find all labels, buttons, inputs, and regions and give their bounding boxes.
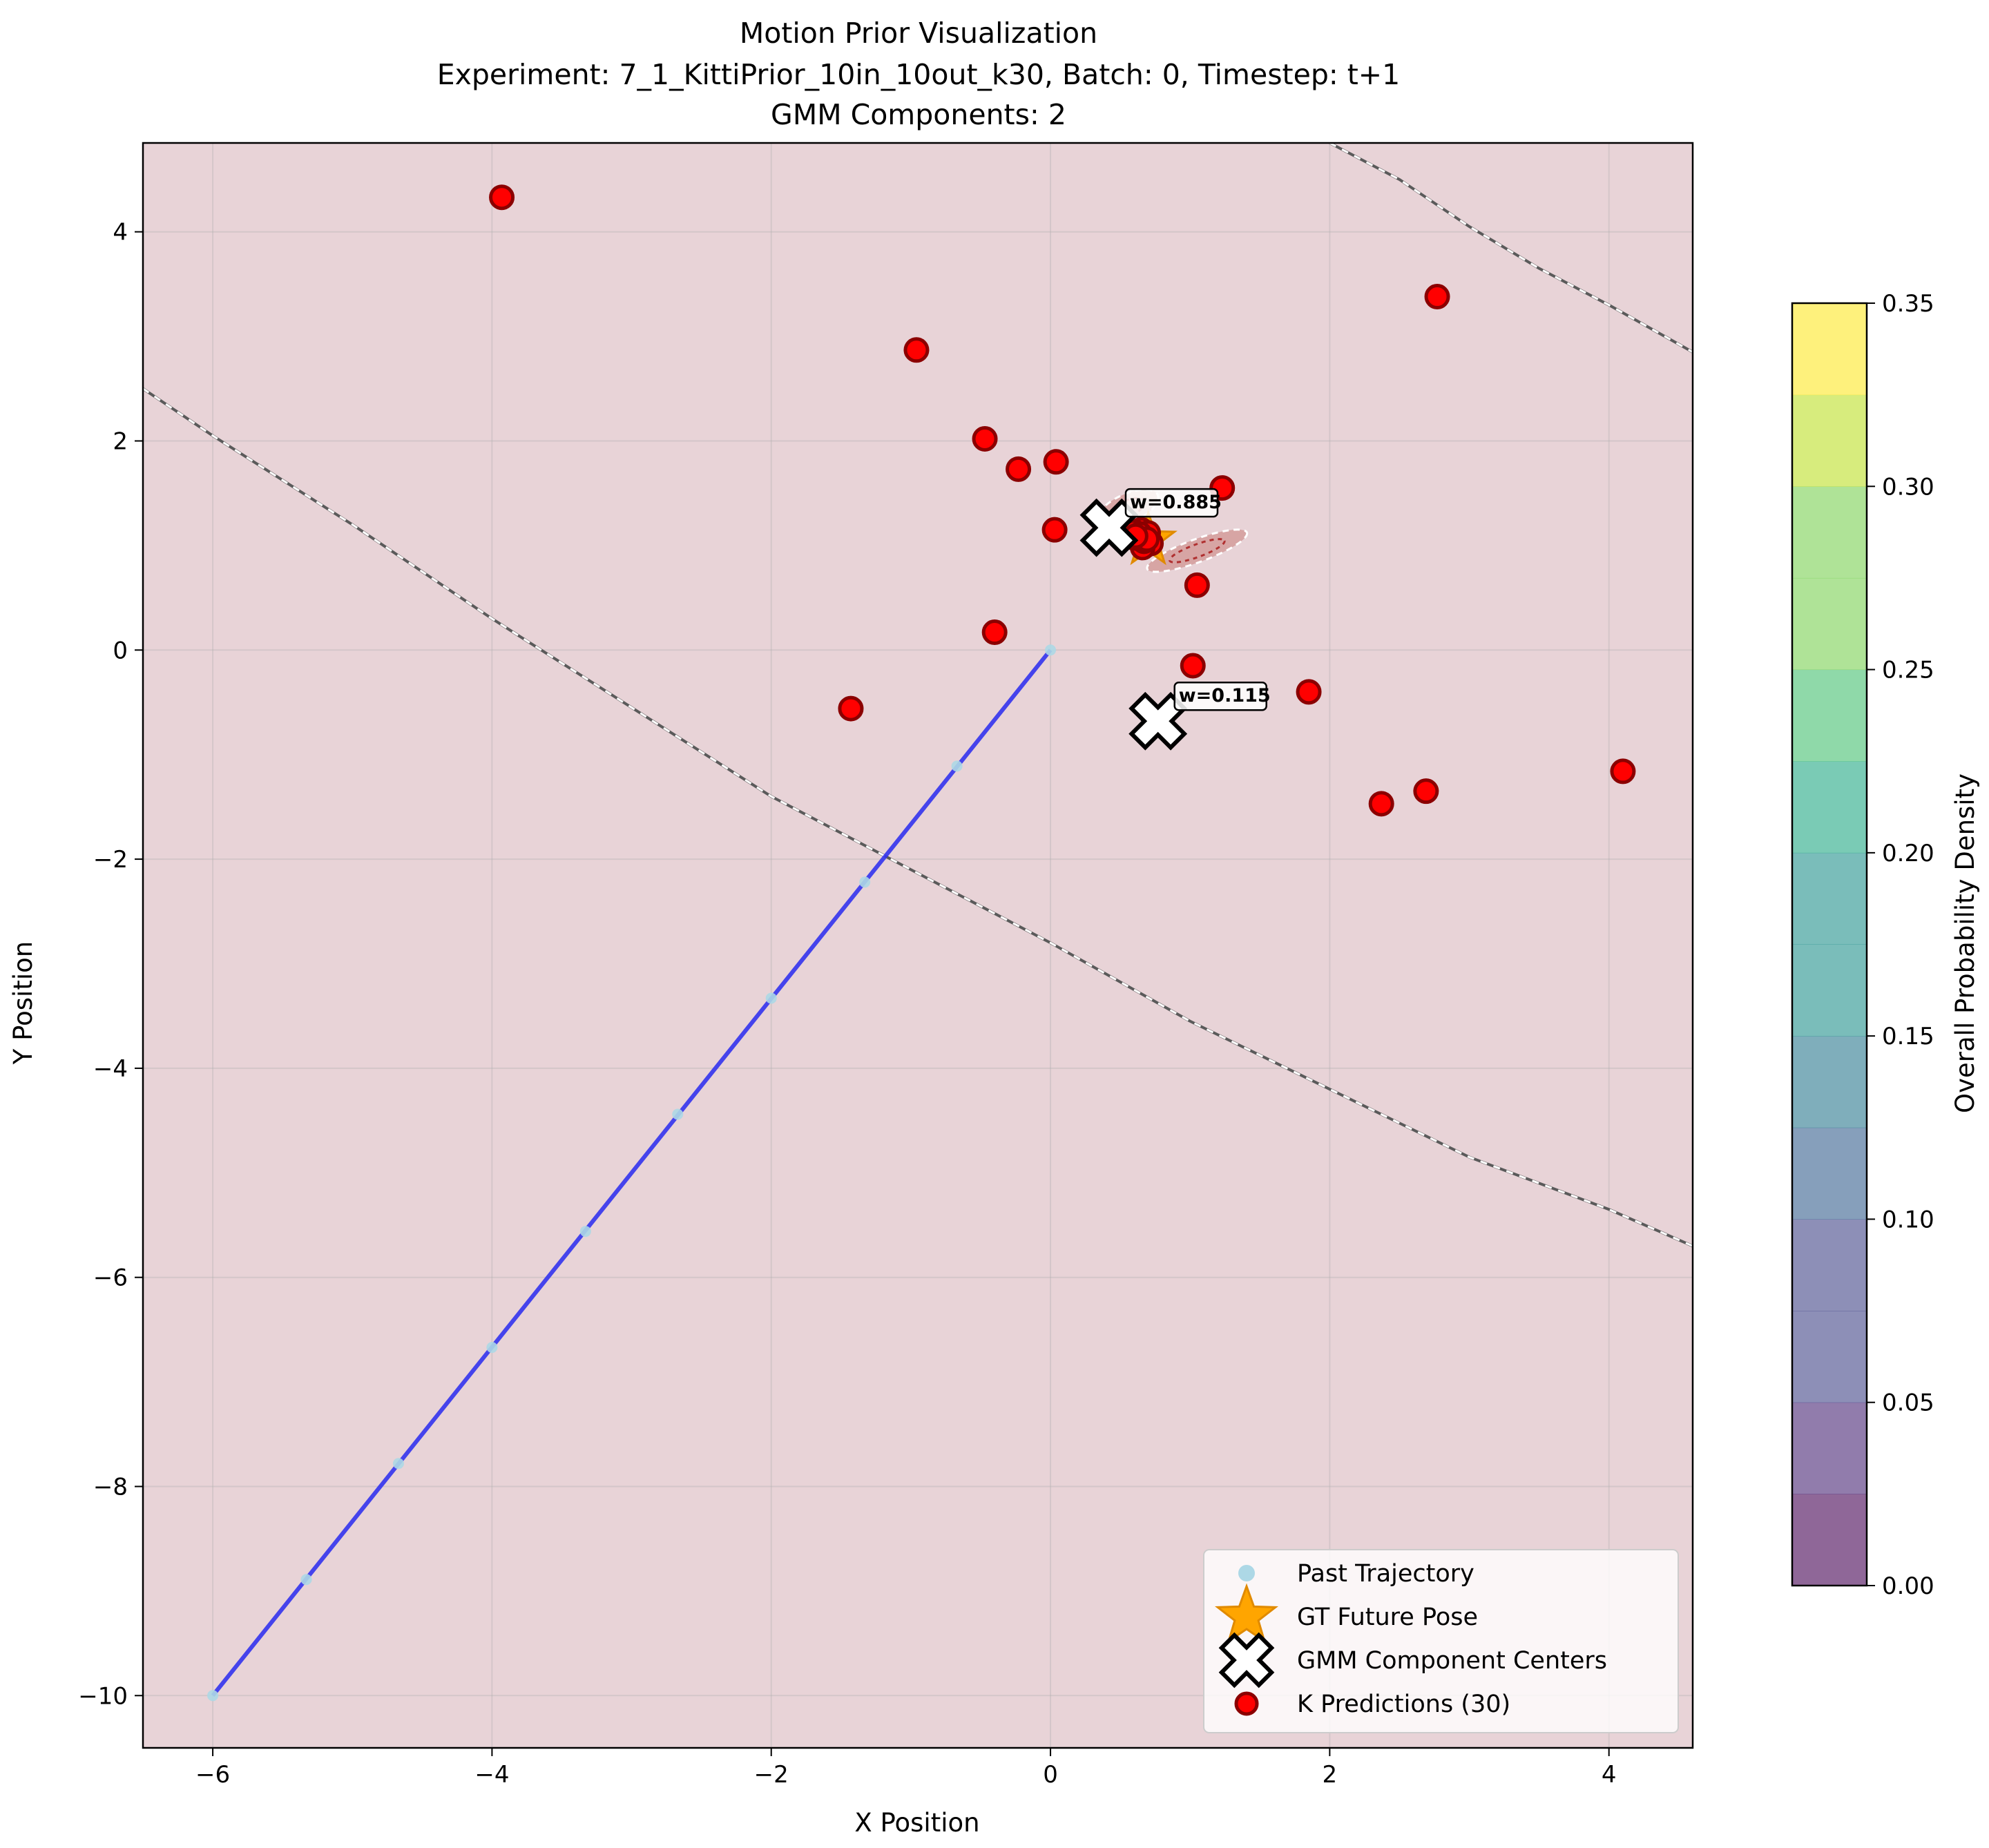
k-prediction-point [1610, 758, 1636, 785]
legend-label: K Predictions (30) [1297, 1691, 1510, 1718]
gmm-weight-box [1173, 681, 1267, 711]
colorbar-segment [1792, 944, 1867, 1037]
y-tick-label: −10 [78, 1682, 128, 1710]
past-trajectory-point [672, 1108, 684, 1120]
title-line-3: GMM Components: 2 [771, 98, 1066, 131]
density-blob-inner [1168, 538, 1226, 564]
k-prediction-point [903, 337, 930, 363]
k-prediction-point [1368, 791, 1394, 817]
colorbar-segment [1792, 1311, 1867, 1403]
y-axis-label: Y Position [8, 941, 38, 1065]
y-tick-label: −8 [93, 1473, 128, 1501]
x-axis-label: X Position [854, 1808, 979, 1838]
x-axis-ticks: −6 −4 −2 0 2 4 [195, 1748, 1617, 1789]
x-tick-label: 0 [1043, 1761, 1058, 1789]
k-prediction-point [1424, 284, 1450, 310]
title-line-1: Motion Prior Visualization [740, 17, 1097, 50]
x-tick-label: 4 [1602, 1761, 1617, 1789]
legend-label: GT Future Pose [1297, 1604, 1478, 1631]
colorbar-segment [1792, 1494, 1867, 1586]
k-prediction-point [1043, 449, 1069, 475]
past-trajectory-point [207, 1690, 219, 1702]
colorbar-frame [1791, 302, 1868, 1587]
colorbar-segment [1792, 1402, 1867, 1494]
colorbar-segment [1792, 577, 1867, 671]
gmm-centers-series: w=0.885 w=0.115 [1079, 488, 1271, 751]
k-prediction-point [981, 619, 1008, 646]
k-prediction-point [972, 425, 998, 452]
legend-label: GMM Component Centers [1297, 1647, 1607, 1675]
k-prediction-point [1180, 653, 1206, 679]
colorbar-segment [1792, 394, 1867, 487]
colorbar-segment [1792, 761, 1867, 854]
title-line-2: Experiment: 7_1_KittiPrior_10in_10out_k3… [437, 58, 1401, 91]
gmm-weight-label: w=0.885 [1130, 492, 1222, 513]
colorbar-tick-label: 0.35 [1882, 290, 1934, 318]
gmm-center-marker [1079, 498, 1139, 557]
legend-marker-past-trajectory [1238, 1565, 1255, 1581]
gmm-weight-box [1124, 488, 1219, 518]
colorbar-tick-label: 0.15 [1882, 1023, 1934, 1050]
past-trajectory-point [859, 876, 871, 888]
x-tick-label: 2 [1323, 1761, 1338, 1789]
past-trajectory-point [486, 1342, 498, 1354]
y-tick-label: 4 [113, 219, 128, 247]
past-trajectory-point [1045, 644, 1057, 656]
past-trajectory-series [207, 644, 1057, 1702]
legend-box [1203, 1549, 1679, 1733]
colorbar-segment [1792, 303, 1867, 396]
y-tick-label: 2 [113, 427, 128, 455]
past-trajectory-line [211, 648, 1053, 1697]
legend-marker-gt-future-pose [1214, 1583, 1279, 1644]
legend-label: Past Trajectory [1297, 1560, 1474, 1588]
colorbar-segment [1792, 852, 1867, 945]
colorbar-segment [1792, 1127, 1867, 1220]
k-prediction-point [1413, 778, 1439, 805]
legend: Past Trajectory GT Future Pose GMM Compone… [1203, 1549, 1679, 1733]
y-tick-label: −6 [93, 1264, 128, 1292]
past-trajectory-point [579, 1226, 591, 1238]
colorbar-tick-label: 0.30 [1882, 473, 1934, 501]
past-trajectory-point [300, 1574, 312, 1586]
legend-marker-gmm-centers [1218, 1632, 1275, 1688]
legend-marker-k-predictions [1234, 1691, 1259, 1716]
colorbar-tick-label: 0.00 [1882, 1572, 1934, 1600]
grid-lines [143, 143, 1693, 1748]
k-prediction-point [1184, 572, 1210, 598]
k-prediction-point [1296, 679, 1322, 705]
past-trajectory-point [951, 760, 963, 772]
colorbar-tick-label: 0.10 [1882, 1206, 1934, 1233]
colorbar-segment [1792, 1036, 1867, 1128]
past-trajectory-point [392, 1458, 404, 1470]
colorbar-segment [1792, 486, 1867, 579]
past-trajectory-point [765, 992, 777, 1004]
k-prediction-point [838, 695, 864, 722]
y-tick-label: 0 [113, 637, 128, 664]
gmm-weight-label: w=0.115 [1179, 685, 1271, 706]
colorbar-tick-label: 0.05 [1882, 1389, 1934, 1417]
k-prediction-point [489, 184, 515, 211]
contour-line [1329, 143, 1693, 354]
colorbar-segment [1792, 669, 1867, 762]
chart-title: Motion Prior Visualization Experiment: 7… [437, 17, 1401, 131]
x-tick-label: −6 [195, 1761, 230, 1789]
k-prediction-point [1041, 517, 1068, 543]
x-tick-label: −2 [754, 1761, 789, 1789]
colorbar-tick-label: 0.25 [1882, 657, 1934, 684]
colorbar-segment [1792, 1219, 1867, 1311]
colorbar: 0.00 0.05 0.10 0.15 0.20 0.25 0.30 0.35 [1791, 290, 1934, 1600]
x-tick-label: −4 [474, 1761, 509, 1789]
y-tick-label: −4 [93, 1055, 128, 1083]
contour-line-dash [143, 387, 1693, 1247]
k-prediction-point [1006, 456, 1032, 482]
y-tick-label: −2 [93, 846, 128, 874]
plot-frame [142, 142, 1694, 1749]
k-predictions-series [489, 184, 1636, 817]
colorbar-label: Overall Probability Density [1950, 773, 1980, 1113]
plot-area [143, 143, 1693, 1748]
y-axis-ticks: −10 −8 −6 −4 −2 0 2 4 [78, 219, 143, 1710]
gmm-center-marker [1128, 691, 1188, 751]
colorbar-tick-label: 0.20 [1882, 840, 1934, 867]
